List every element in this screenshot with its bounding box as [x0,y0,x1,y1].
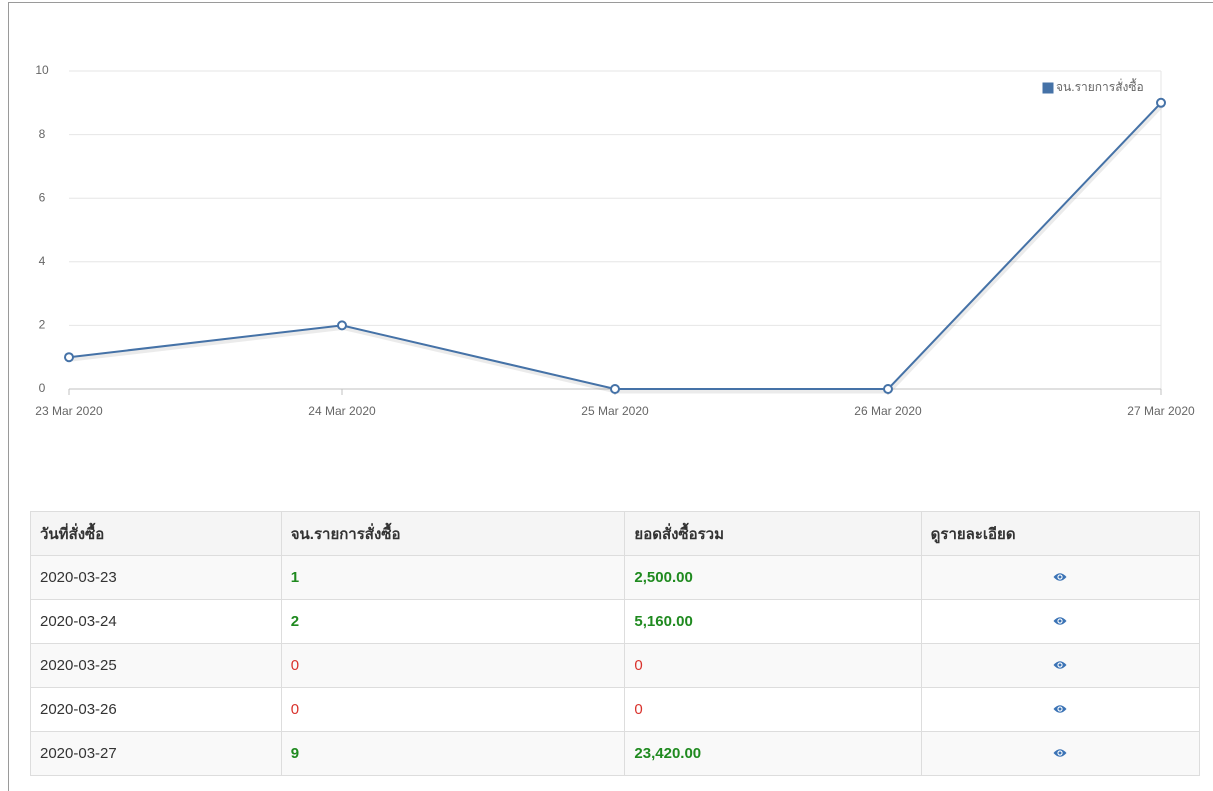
view-cell [920,555,1201,600]
point [64,352,74,363]
header-cell: ดูรายละเอียด [920,511,1201,556]
date-cell: 2020-03-26 [30,687,282,732]
table-row: 2020-03-23 1 2,500.00 [30,555,1201,600]
count-cell: 2 [280,599,626,644]
x-tick-label: 24 Mar 2020 [308,404,376,418]
total-cell: 23,420.00 [624,731,922,776]
point [337,320,347,331]
view-icon[interactable] [1053,572,1067,582]
table-row: 2020-03-25 0 0 [30,643,1201,688]
table-row: 2020-03-24 2 5,160.00 [30,599,1201,644]
y-tick-label: 8 [39,127,46,141]
line-shadow [69,103,1164,394]
x-tick-label: 25 Mar 2020 [581,404,649,418]
date-cell: 2020-03-23 [30,555,282,600]
table-body: 2020-03-23 1 2,500.00 2020-03-24 2 5,160.00 20… [30,555,1201,776]
view-icon[interactable] [1053,704,1067,714]
count-cell: 0 [280,643,626,688]
count-cell: 0 [280,687,626,732]
x-tick-label: 27 Mar 2020 [1127,404,1195,418]
point [883,384,893,394]
point [1156,97,1166,108]
header-cell: จน.รายการสั่งซื้อ [280,511,626,556]
header-cell: วันที่สั่งซื้อ [30,511,282,556]
legend-label: จน.รายการสั่งซื้อ [1056,78,1144,94]
total-cell: 0 [624,687,922,732]
count-cell: 1 [280,555,626,600]
legend-swatch [1041,81,1055,95]
y-tick-label: 6 [39,190,46,204]
view-cell [920,643,1201,688]
date-cell: 2020-03-25 [30,643,282,688]
date-cell: 2020-03-24 [30,599,282,644]
view-cell [920,731,1201,776]
view-icon[interactable] [1053,660,1067,670]
total-cell: 0 [624,643,922,688]
total-cell: 5,160.00 [624,599,922,644]
view-icon[interactable] [1053,748,1067,758]
view-cell [920,599,1201,644]
table-row: 2020-03-27 9 23,420.00 [30,731,1201,776]
point [610,384,620,394]
y-tick-label: 0 [39,381,46,395]
chart: 0 2 4 6 8 10 23 Mar 2020 24 Mar 2020 25 Mar 2020… [35,63,1195,418]
header-row: วันที่สั่งซื้อ จน.รายการสั่งซื้อ ยอดสั่งซื… [30,511,1201,556]
panel [8,2,1213,791]
view-cell [920,687,1201,732]
line [68,102,1162,390]
x-tick-label: 26 Mar 2020 [854,404,922,418]
total-cell: 2,500.00 [624,555,922,600]
y-tick-label: 10 [35,63,49,77]
count-cell: 9 [280,731,626,776]
x-tick-label: 23 Mar 2020 [35,404,103,418]
view-icon[interactable] [1053,616,1067,626]
date-cell: 2020-03-27 [30,731,282,776]
orders-table: วันที่สั่งซื้อ จน.รายการสั่งซื้อ ยอดสั่งซื… [30,511,1201,776]
table-row: 2020-03-26 0 0 [30,687,1201,732]
header-cell: ยอดสั่งซื้อรวม [624,511,922,556]
y-tick-label: 4 [39,254,46,268]
y-tick-label: 2 [39,318,46,332]
